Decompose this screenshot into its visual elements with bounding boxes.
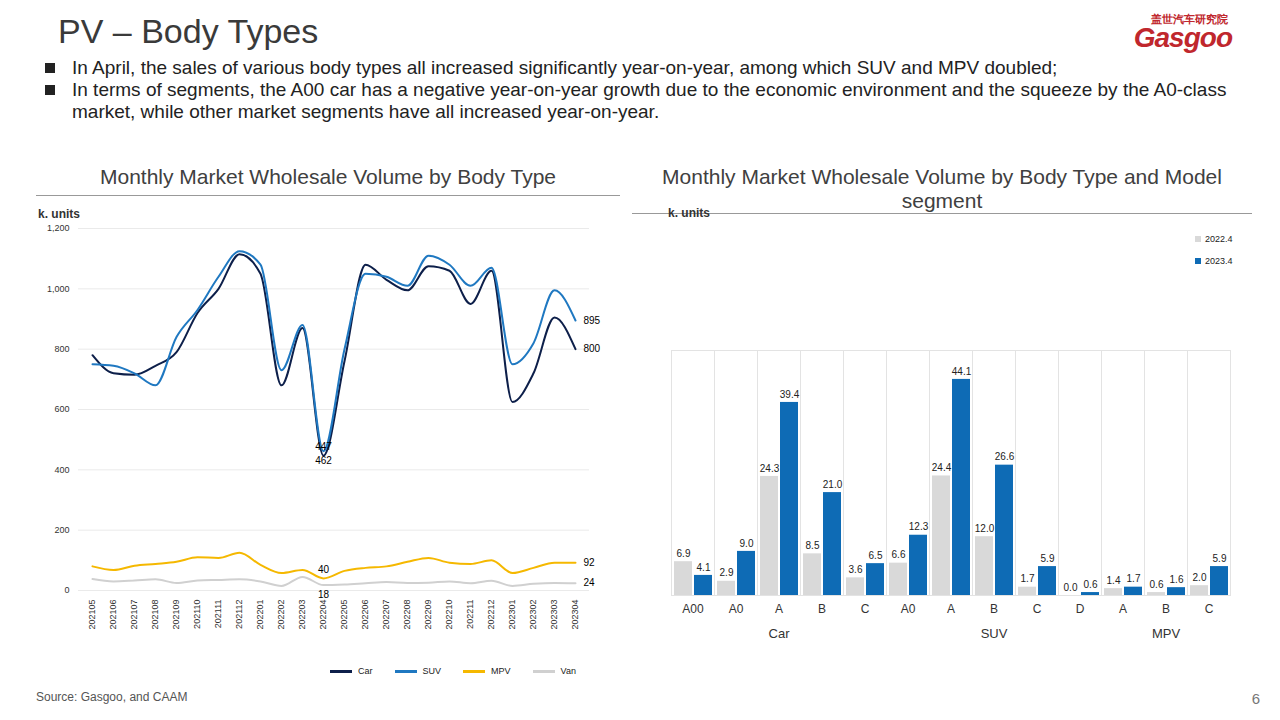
svg-text:2.9: 2.9 (720, 567, 734, 578)
svg-text:202302: 202302 (528, 600, 538, 630)
svg-text:24.4: 24.4 (932, 462, 952, 473)
html-text:MPV: MPV (491, 666, 511, 676)
html-text:Source: Gasgoo, and CAAM: Source: Gasgoo, and CAAM (36, 690, 188, 704)
svg-text:A: A (947, 602, 955, 616)
svg-text:C: C (861, 602, 870, 616)
svg-text:A: A (1119, 602, 1127, 616)
svg-text:1,000: 1,000 (47, 284, 70, 294)
svg-text:24: 24 (584, 577, 596, 588)
svg-text:895: 895 (584, 315, 601, 326)
svg-text:200: 200 (54, 525, 69, 535)
svg-text:1.4: 1.4 (1107, 575, 1121, 586)
svg-text:MPV: MPV (1152, 626, 1181, 641)
svg-text:202303: 202303 (549, 600, 559, 630)
html-text:SUV: SUV (422, 666, 441, 676)
svg-text:Car: Car (769, 626, 791, 641)
svg-text:3.6: 3.6 (849, 564, 863, 575)
html-text:2022.4: 2022.4 (1205, 234, 1233, 244)
svg-text:462: 462 (315, 455, 332, 466)
html-text:In April, the sales of various: In April, the sales of various body type… (72, 57, 1058, 78)
html-text:Car: Car (358, 666, 373, 676)
svg-text:B: B (990, 602, 998, 616)
svg-text:800: 800 (54, 344, 69, 354)
svg-text:A00: A00 (682, 602, 704, 616)
svg-text:18: 18 (318, 589, 330, 600)
svg-text:202110: 202110 (192, 600, 202, 629)
svg-text:26.6: 26.6 (995, 451, 1015, 462)
html-text:6: 6 (1251, 690, 1260, 707)
svg-text:92: 92 (584, 557, 596, 568)
svg-text:A0: A0 (729, 602, 744, 616)
svg-text:0.6: 0.6 (1084, 579, 1098, 590)
svg-text:5.9: 5.9 (1213, 553, 1227, 564)
svg-text:202208: 202208 (402, 600, 412, 630)
svg-text:202106: 202106 (108, 600, 118, 630)
svg-text:9.0: 9.0 (740, 538, 754, 549)
svg-text:24.3: 24.3 (760, 463, 780, 474)
svg-text:6.9: 6.9 (677, 548, 691, 559)
svg-text:202206: 202206 (360, 600, 370, 630)
svg-text:202209: 202209 (423, 600, 433, 630)
html-text:Gasgoo: Gasgoo (1133, 22, 1232, 53)
svg-text:44.1: 44.1 (952, 366, 972, 377)
svg-text:SUV: SUV (981, 626, 1008, 641)
svg-text:202108: 202108 (150, 600, 160, 630)
html-text:k. units: k. units (668, 206, 710, 220)
svg-text:A0: A0 (901, 602, 916, 616)
svg-text:400: 400 (54, 465, 69, 475)
svg-text:202202: 202202 (276, 600, 286, 630)
html-text:Monthly Market Wholesale Volum: Monthly Market Wholesale Volume by Body … (100, 165, 556, 188)
html-text:盖世汽车研究院: 盖世汽车研究院 (1151, 13, 1228, 25)
svg-text:6.5: 6.5 (869, 550, 883, 561)
svg-text:1.7: 1.7 (1021, 573, 1035, 584)
html-text:PV – Body Types: PV – Body Types (58, 12, 319, 50)
svg-text:447: 447 (315, 441, 332, 452)
svg-text:202204: 202204 (318, 600, 328, 630)
svg-text:12.3: 12.3 (909, 521, 929, 532)
svg-text:8.5: 8.5 (806, 540, 820, 551)
svg-text:202112: 202112 (234, 600, 244, 629)
svg-text:1.7: 1.7 (1127, 573, 1141, 584)
svg-text:12.0: 12.0 (975, 523, 995, 534)
svg-text:A: A (775, 602, 783, 616)
svg-text:1,200: 1,200 (47, 223, 70, 233)
svg-text:39.4: 39.4 (780, 389, 800, 400)
svg-text:B: B (1162, 602, 1170, 616)
svg-text:800: 800 (584, 343, 601, 354)
svg-text:202304: 202304 (570, 600, 580, 630)
svg-text:202210: 202210 (444, 600, 454, 630)
html-text:2023.4: 2023.4 (1205, 256, 1233, 266)
svg-text:0.0: 0.0 (1064, 582, 1078, 593)
svg-text:202212: 202212 (486, 600, 496, 630)
svg-text:C: C (1033, 602, 1042, 616)
svg-text:21.0: 21.0 (823, 479, 843, 490)
svg-text:0.6: 0.6 (1150, 579, 1164, 590)
svg-text:202105: 202105 (87, 600, 97, 630)
svg-text:202111: 202111 (213, 600, 223, 629)
svg-text:202203: 202203 (297, 600, 307, 630)
html-text:In terms of segments, the A00: In terms of segments, the A00 car has a … (72, 79, 1227, 122)
svg-text:4.1: 4.1 (697, 562, 711, 573)
svg-text:B: B (818, 602, 826, 616)
html-text:k. units: k. units (38, 207, 80, 221)
svg-text:D: D (1076, 602, 1085, 616)
svg-text:202109: 202109 (171, 600, 181, 630)
svg-text:202201: 202201 (255, 600, 265, 630)
svg-text:202211: 202211 (465, 600, 475, 629)
svg-text:202205: 202205 (339, 600, 349, 630)
svg-text:202107: 202107 (129, 600, 139, 630)
svg-text:0: 0 (64, 585, 69, 595)
svg-text:5.9: 5.9 (1041, 553, 1055, 564)
svg-text:1.6: 1.6 (1170, 574, 1184, 585)
svg-text:600: 600 (54, 404, 69, 414)
svg-text:2.0: 2.0 (1193, 572, 1207, 583)
html-text:Van: Van (560, 666, 576, 676)
html-text:Monthly Market Wholesale Volum: Monthly Market Wholesale Volume by Body … (662, 165, 1222, 212)
svg-text:202301: 202301 (507, 600, 517, 630)
svg-text:202207: 202207 (381, 600, 391, 630)
svg-text:C: C (1205, 602, 1214, 616)
svg-text:6.6: 6.6 (892, 549, 906, 560)
svg-text:40: 40 (318, 564, 330, 575)
